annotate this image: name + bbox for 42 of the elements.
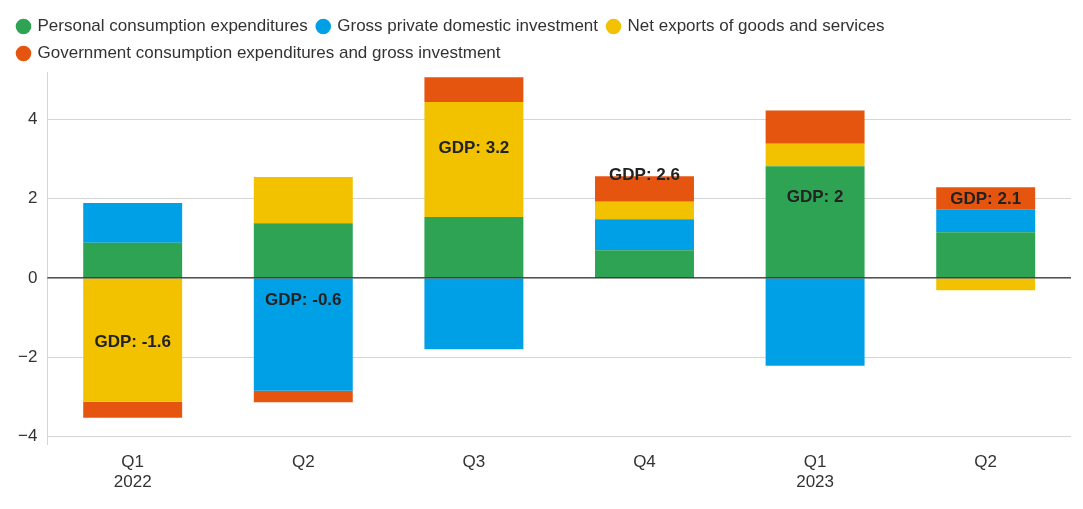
y-tick-label: 2 [27,188,38,208]
y-tick-label: −4 [17,425,38,445]
bar [83,203,183,243]
bar [424,102,524,217]
bar [83,242,183,278]
x-tick-label: Q4 [633,452,656,472]
legend-label: Personal consumption expenditures [37,16,308,36]
bar [595,250,694,278]
bar [595,219,694,251]
bar [83,278,183,402]
annotation: GDP: -0.6 [265,290,342,310]
x-tick-label: Q2 [291,452,315,472]
bar [595,201,694,220]
bar [424,77,524,103]
bar [936,209,1036,233]
annotation: GDP: 2.1 [950,188,1022,208]
bar [424,278,524,350]
x-tick-label: Q1 2022 [113,452,152,492]
y-tick-label: 0 [27,267,38,287]
annotation: GDP: -1.6 [94,332,171,352]
y-tick-label: −2 [17,346,38,366]
bar [83,401,183,418]
bar [765,278,865,366]
bar [765,110,865,144]
x-tick-label: Q2 [974,452,998,472]
legend-label: Net exports of goods and services [627,16,885,36]
bar [253,176,353,224]
annotation: GDP: 3.2 [438,137,510,157]
bar [765,143,865,167]
x-tick-label: Q3 [462,452,486,472]
bar [765,166,865,278]
bar [936,232,1036,278]
annotation: GDP: 2 [786,187,844,207]
bar [936,278,1036,291]
bar [253,223,353,278]
x-tick-label: Q1 2023 [796,452,835,492]
legend-label: Government consumption expenditures and gross investment [37,43,501,63]
legend-label: Gross private domestic investment [337,16,599,36]
bar [253,278,353,391]
bar [424,216,524,278]
y-tick-label: 4 [27,109,38,129]
bar [253,390,353,403]
